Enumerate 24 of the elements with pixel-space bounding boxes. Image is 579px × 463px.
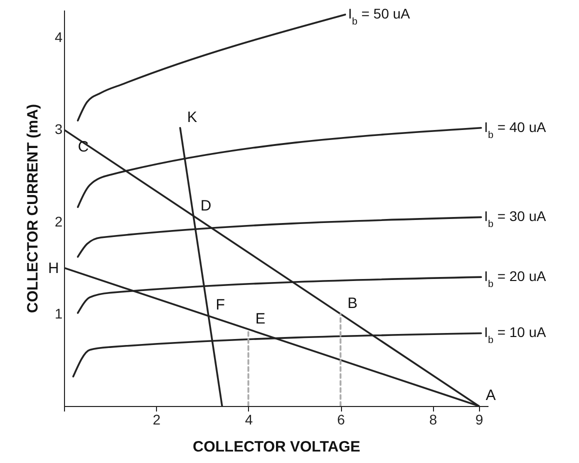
series-label: I$_{b}$ = 10 uA	[484, 324, 547, 346]
annotation: C	[78, 138, 89, 156]
annotation: H	[48, 260, 59, 277]
y-tick-label: 3	[54, 121, 63, 138]
x-tick-label: 2	[152, 412, 161, 428]
annotation: A	[486, 387, 496, 404]
annotation: K	[187, 108, 198, 126]
x-tick-label: 8	[429, 412, 438, 428]
y-tick-label: 1	[54, 305, 63, 322]
x-tick-label: 9	[475, 412, 484, 428]
annotation: D	[200, 197, 212, 214]
series-label: I$_{b}$ = 50 uA	[348, 6, 411, 28]
x-tick-label: 4	[244, 412, 253, 428]
y-axis-title: COLLECTOR CURRENT (mA)	[24, 104, 42, 313]
y-tick-label: 4	[54, 29, 63, 46]
series-label: I$_{b}$ = 20 uA	[484, 268, 547, 290]
x-axis-title: COLLECTOR VOLTAGE	[192, 438, 360, 456]
series-label: I$_{b}$ = 40 uA	[484, 118, 547, 140]
x-tick-label: 6	[337, 412, 346, 428]
y-tick-label: 2	[54, 213, 63, 230]
annotation: E	[255, 310, 266, 328]
series-label: I$_{b}$ = 30 uA	[484, 208, 547, 230]
annotation: F	[216, 296, 225, 314]
annotation: B	[348, 294, 358, 312]
